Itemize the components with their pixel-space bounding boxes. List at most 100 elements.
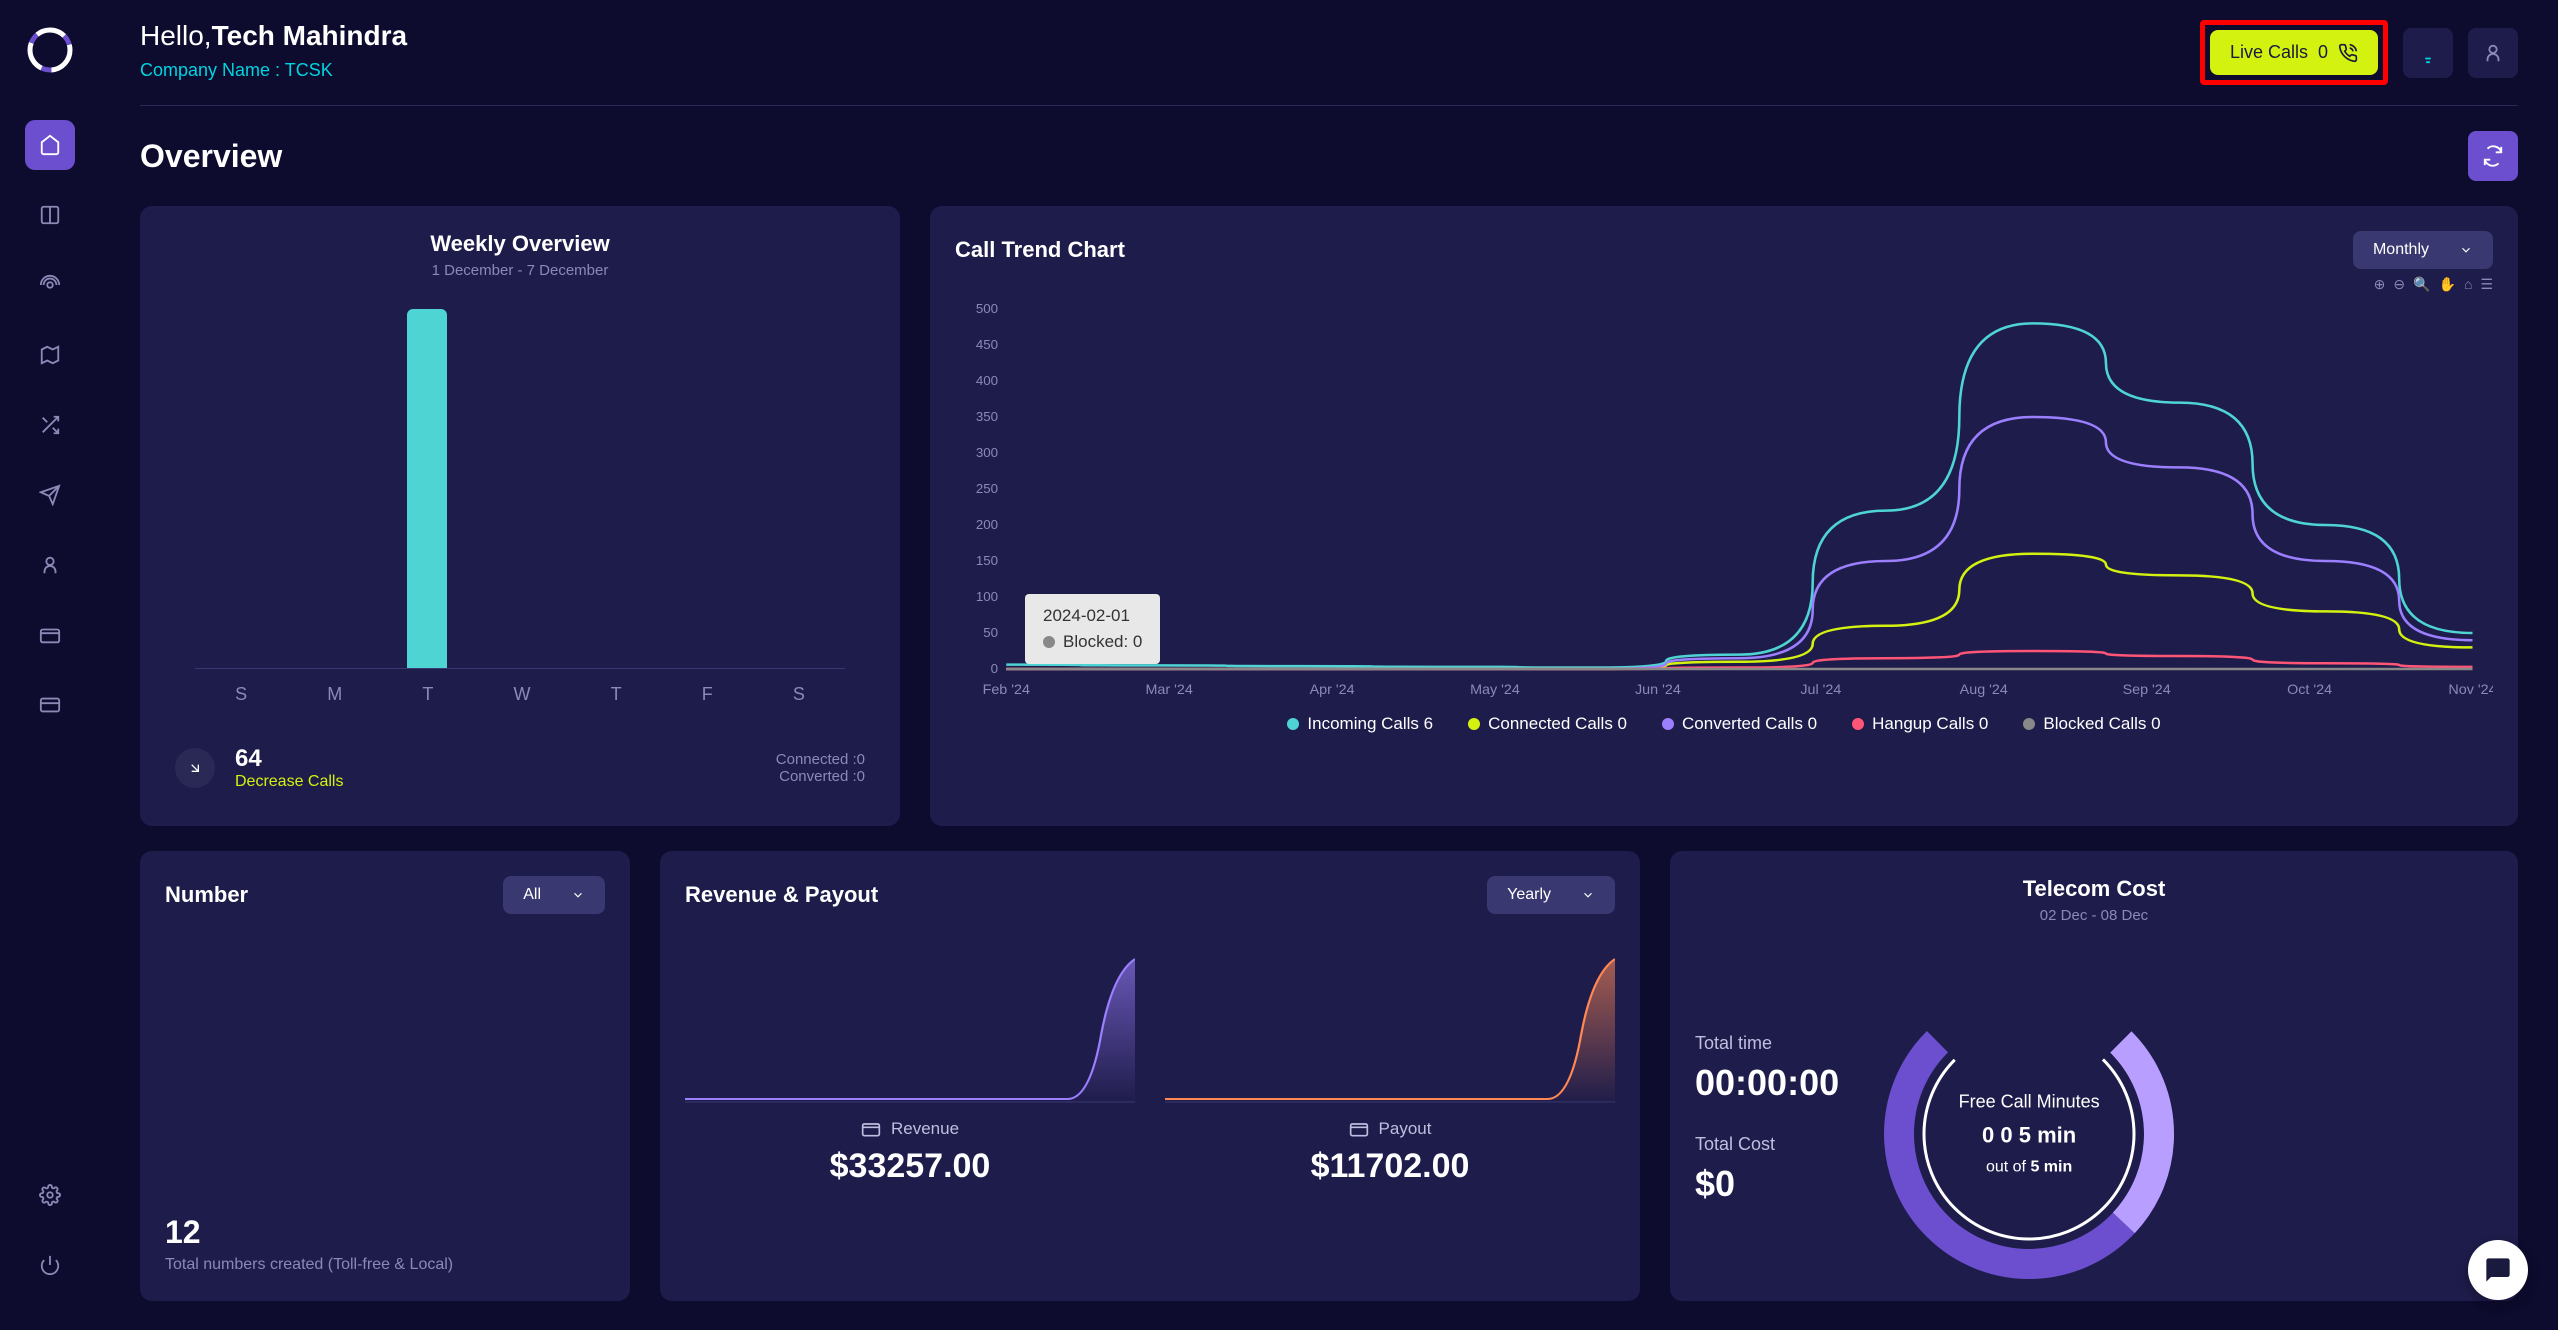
revenue-chart: Revenue $33257.00 [685, 954, 1135, 1186]
payout-chart: Payout $11702.00 [1165, 954, 1615, 1186]
zoom-out-icon[interactable]: ⊖ [2393, 276, 2405, 293]
chevron-down-icon [571, 888, 585, 902]
nav-send[interactable] [25, 470, 75, 520]
svg-text:500: 500 [976, 301, 998, 316]
wallet-icon [861, 1119, 881, 1139]
gauge-value: 0 0 5 min [1959, 1123, 2100, 1149]
zoom-icon[interactable]: 🔍 [2413, 276, 2430, 293]
number-card: Number All 12 Total numbers created (Tol… [140, 851, 630, 1301]
total-cost-value: $0 [1695, 1163, 1839, 1205]
chat-widget[interactable] [2468, 1240, 2528, 1300]
chat-icon [2484, 1256, 2512, 1284]
svg-text:May '24: May '24 [1470, 682, 1520, 698]
refresh-icon [2482, 145, 2504, 167]
weekly-subtitle: 1 December - 7 December [165, 262, 875, 279]
svg-text:450: 450 [976, 337, 998, 352]
svg-text:0: 0 [991, 661, 998, 676]
weekly-count-label: Decrease Calls [235, 773, 343, 791]
trend-period-dropdown[interactable]: Monthly [2353, 231, 2493, 269]
overview-title: Overview [140, 138, 282, 175]
revenue-period-dropdown[interactable]: Yearly [1487, 876, 1615, 914]
number-subtitle: Total numbers created (Toll-free & Local… [165, 1256, 605, 1274]
nav-columns[interactable] [25, 190, 75, 240]
greeting: Hello,Tech Mahindra [140, 20, 407, 52]
svg-text:150: 150 [976, 553, 998, 568]
sidebar [0, 0, 100, 1330]
free-minutes-gauge: Free Call Minutes 0 0 5 min out of 5 min [1879, 984, 2179, 1284]
total-time-value: 00:00:00 [1695, 1062, 1839, 1104]
bulb-button[interactable] [2403, 28, 2453, 78]
chevron-down-icon [2459, 243, 2473, 257]
live-calls-button[interactable]: Live Calls 0 [2210, 30, 2378, 75]
bulb-icon [2417, 42, 2439, 64]
svg-text:100: 100 [976, 589, 998, 604]
weekly-title: Weekly Overview [165, 231, 875, 257]
svg-text:Jun '24: Jun '24 [1635, 682, 1681, 698]
revenue-title: Revenue & Payout [685, 882, 878, 908]
pan-icon[interactable]: ✋ [2439, 276, 2456, 293]
gauge-subtitle: out of 5 min [1959, 1159, 2100, 1177]
nav-user[interactable] [25, 540, 75, 590]
telecom-title: Telecom Cost [1695, 876, 2493, 902]
wallet-icon [1349, 1119, 1369, 1139]
call-trend-card: Call Trend Chart Monthly ⊕ ⊖ 🔍 ✋ ⌂ ☰ 0 50… [930, 206, 2518, 826]
nav-card[interactable] [25, 680, 75, 730]
nav-broadcast[interactable] [25, 260, 75, 310]
user-icon [2482, 42, 2504, 64]
weekly-connected: Connected :0 [776, 751, 865, 768]
svg-text:Oct '24: Oct '24 [2287, 682, 2332, 698]
chart-toolbar: ⊕ ⊖ 🔍 ✋ ⌂ ☰ [2374, 276, 2493, 293]
svg-text:400: 400 [976, 373, 998, 388]
svg-text:Sep '24: Sep '24 [2123, 682, 2171, 698]
nav-map[interactable] [25, 330, 75, 380]
svg-text:Mar '24: Mar '24 [1146, 682, 1193, 698]
telecom-cost-card: Telecom Cost 02 Dec - 08 Dec Total time … [1670, 851, 2518, 1301]
weekly-converted: Converted :0 [776, 768, 865, 785]
home-icon[interactable]: ⌂ [2464, 276, 2472, 293]
weekly-day-labels: SMTWTFS [195, 684, 845, 705]
total-time-label: Total time [1695, 1033, 1839, 1054]
profile-button[interactable] [2468, 28, 2518, 78]
live-calls-highlight: Live Calls 0 [2200, 20, 2388, 85]
decrease-icon [175, 748, 215, 788]
number-value: 12 [165, 1214, 605, 1251]
weekly-bar-chart [195, 309, 845, 669]
nav-wallet[interactable] [25, 610, 75, 660]
svg-text:Aug '24: Aug '24 [1960, 682, 2008, 698]
phone-icon [2338, 43, 2358, 63]
chevron-down-icon [1581, 888, 1595, 902]
nav-shuffle[interactable] [25, 400, 75, 450]
number-filter-dropdown[interactable]: All [503, 876, 605, 914]
total-cost-label: Total Cost [1695, 1134, 1839, 1155]
nav-settings[interactable] [25, 1170, 75, 1220]
payout-amount: $11702.00 [1165, 1147, 1615, 1186]
menu-icon[interactable]: ☰ [2480, 276, 2493, 293]
number-title: Number [165, 882, 248, 908]
svg-text:300: 300 [976, 445, 998, 460]
logo [20, 20, 80, 80]
zoom-in-icon[interactable]: ⊕ [2374, 276, 2386, 293]
nav-power[interactable] [25, 1240, 75, 1290]
svg-text:Jul '24: Jul '24 [1800, 682, 1841, 698]
trend-line-chart: 0 50 100 150 200 250 300 350 400 450 500 Feb '24 Mar… [955, 299, 2493, 699]
svg-text:350: 350 [976, 409, 998, 424]
trend-title: Call Trend Chart [955, 237, 1125, 263]
refresh-button[interactable] [2468, 131, 2518, 181]
svg-text:250: 250 [976, 481, 998, 496]
telecom-subtitle: 02 Dec - 08 Dec [1695, 907, 2493, 924]
svg-text:Feb '24: Feb '24 [983, 682, 1030, 698]
svg-text:Nov '24: Nov '24 [2448, 682, 2493, 698]
chart-tooltip: 2024-02-01 Blocked: 0 [1025, 594, 1160, 664]
nav-home[interactable] [25, 120, 75, 170]
company-name: Company Name : TCSK [140, 60, 407, 81]
trend-legend: Incoming Calls 6Connected Calls 0Convert… [955, 714, 2493, 734]
revenue-amount: $33257.00 [685, 1147, 1135, 1186]
svg-text:200: 200 [976, 517, 998, 532]
header: Hello,Tech Mahindra Company Name : TCSK … [140, 20, 2518, 106]
revenue-payout-card: Revenue & Payout Yearly Re [660, 851, 1640, 1301]
gauge-title: Free Call Minutes [1959, 1092, 2100, 1113]
svg-text:50: 50 [983, 625, 998, 640]
svg-text:Apr '24: Apr '24 [1310, 682, 1355, 698]
weekly-count: 64 [235, 745, 343, 773]
weekly-overview-card: Weekly Overview 1 December - 7 December … [140, 206, 900, 826]
